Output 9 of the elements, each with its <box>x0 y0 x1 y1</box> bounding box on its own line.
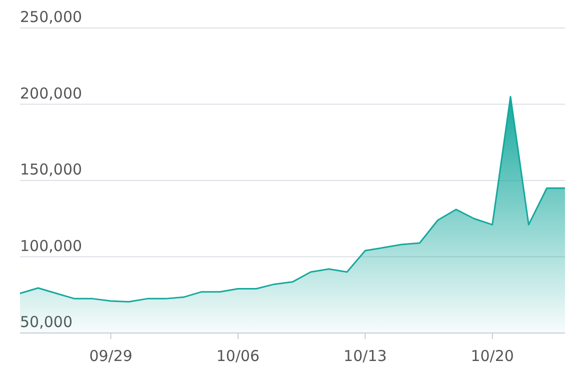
y-tick-label: 250,000 <box>20 8 82 26</box>
y-tick-label: 150,000 <box>20 160 82 178</box>
y-tick-label: 100,000 <box>20 236 82 255</box>
x-tick-label: 10/20 <box>470 347 514 365</box>
x-tick-label: 10/06 <box>216 347 260 365</box>
x-tick-label: 10/13 <box>344 347 387 365</box>
x-tick-label: 09/29 <box>89 347 132 365</box>
y-tick-label: 50,000 <box>20 313 72 331</box>
y-tick-label: 200,000 <box>20 84 82 102</box>
